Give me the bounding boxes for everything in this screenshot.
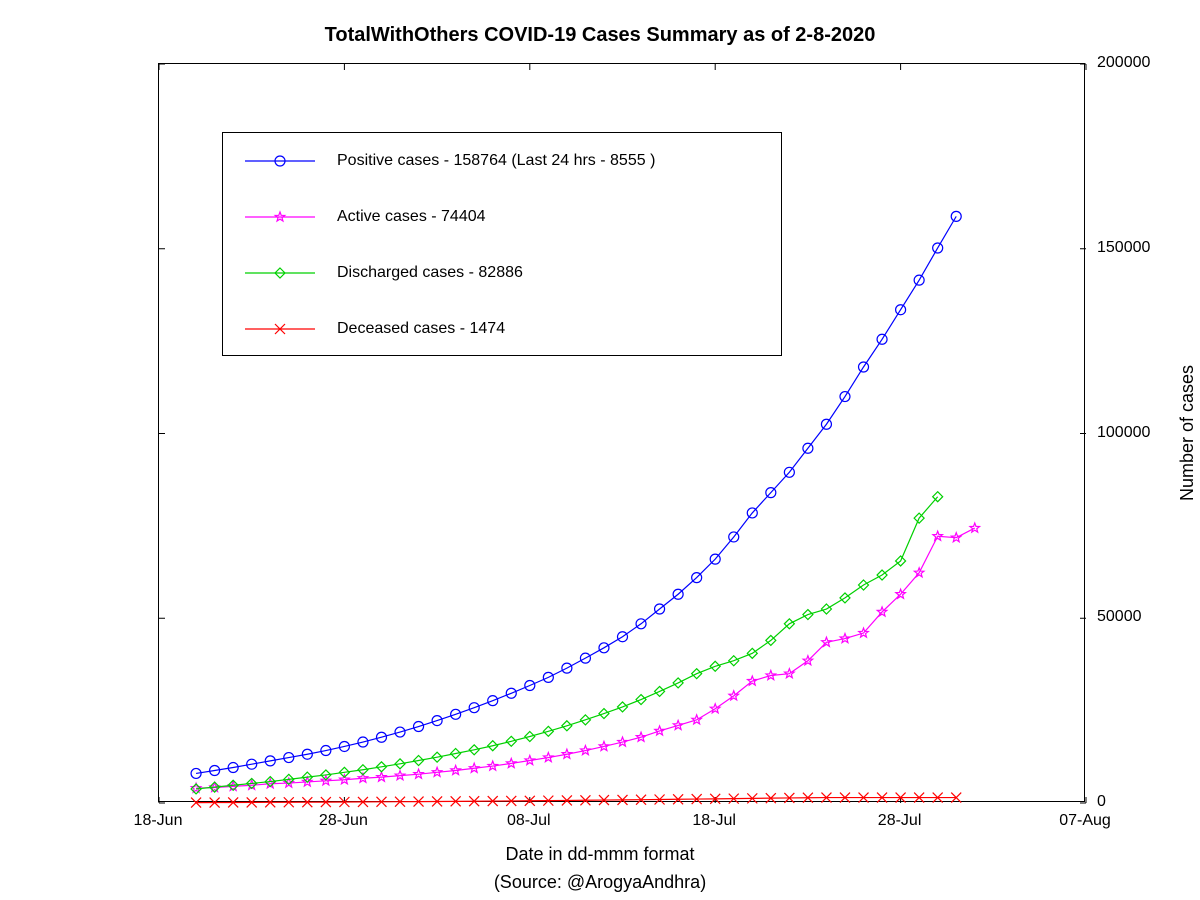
legend-label: Positive cases - 158764 (Last 24 hrs - 8… (337, 152, 655, 170)
legend-label: Discharged cases - 82886 (337, 264, 523, 282)
x-tick-label: 18-Jul (692, 812, 736, 830)
y-axis-title: Number of cases (1177, 364, 1198, 500)
x-tick-label: 08-Jul (507, 812, 551, 830)
legend-item: Active cases - 74404 (223, 189, 781, 245)
x-axis-title: Date in dd-mmm format (0, 844, 1200, 865)
x-tick-label: 07-Aug (1059, 812, 1111, 830)
y-tick-label: 50000 (1097, 608, 1142, 626)
legend-item: Deceased cases - 1474 (223, 301, 781, 357)
legend-marker-icon (245, 207, 315, 227)
source-line: (Source: @ArogyaAndhra) (0, 872, 1200, 893)
x-tick-label: 18-Jun (134, 812, 183, 830)
y-tick-label: 200000 (1097, 54, 1150, 72)
legend-item: Discharged cases - 82886 (223, 245, 781, 301)
y-tick-label: 100000 (1097, 424, 1150, 442)
legend-label: Active cases - 74404 (337, 208, 486, 226)
x-tick-label: 28-Jul (878, 812, 922, 830)
y-tick-label: 150000 (1097, 239, 1150, 257)
legend-marker-icon (245, 151, 315, 171)
chart-title: TotalWithOthers COVID-19 Cases Summary a… (0, 24, 1200, 47)
legend: Positive cases - 158764 (Last 24 hrs - 8… (222, 132, 782, 356)
legend-marker-icon (245, 319, 315, 339)
legend-marker-icon (245, 263, 315, 283)
legend-label: Deceased cases - 1474 (337, 320, 505, 338)
x-tick-label: 28-Jun (319, 812, 368, 830)
legend-item: Positive cases - 158764 (Last 24 hrs - 8… (223, 133, 781, 189)
y-tick-label: 0 (1097, 793, 1106, 811)
chart-container: TotalWithOthers COVID-19 Cases Summary a… (0, 0, 1200, 900)
